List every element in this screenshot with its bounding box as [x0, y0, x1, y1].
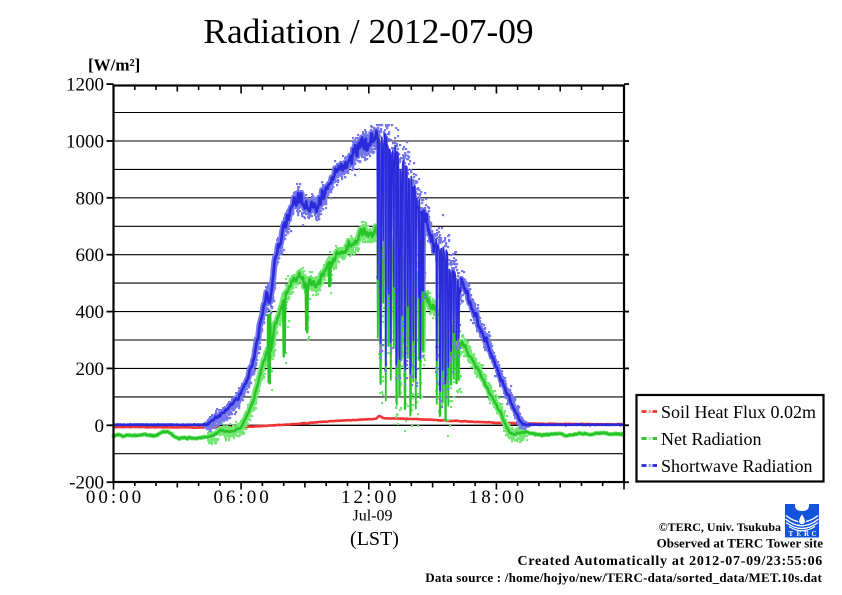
svg-text:Net Radiation: Net Radiation — [661, 429, 761, 449]
svg-text:Data source : /home/hojyo/new/: Data source : /home/hojyo/new/TERC-data/… — [425, 570, 822, 585]
svg-text:200: 200 — [76, 359, 105, 380]
svg-text:Radiation / 2012-07-09: Radiation / 2012-07-09 — [203, 11, 533, 51]
svg-text:T: T — [789, 530, 794, 538]
svg-text:1200: 1200 — [66, 75, 104, 96]
svg-text:Observed at TERC Tower site: Observed at TERC Tower site — [657, 536, 824, 551]
svg-text:06:00: 06:00 — [213, 487, 271, 508]
svg-text:R: R — [804, 530, 810, 538]
svg-text:0: 0 — [95, 416, 105, 437]
svg-text:[W/m²]: [W/m²] — [88, 56, 140, 75]
svg-text:©TERC, Univ. Tsukuba: ©TERC, Univ. Tsukuba — [659, 520, 781, 534]
svg-text:Jul-09: Jul-09 — [353, 508, 393, 525]
svg-text:Soil Heat Flux 0.02m: Soil Heat Flux 0.02m — [661, 402, 816, 422]
svg-text:1000: 1000 — [66, 132, 104, 153]
svg-text:E: E — [797, 530, 802, 538]
svg-text:Shortwave Radiation: Shortwave Radiation — [661, 456, 812, 476]
svg-text:12:00: 12:00 — [341, 487, 399, 508]
svg-text:C: C — [812, 530, 817, 538]
svg-text:00:00: 00:00 — [86, 487, 144, 508]
svg-text:400: 400 — [76, 302, 105, 323]
svg-text:-200: -200 — [69, 473, 104, 494]
svg-text:600: 600 — [76, 245, 105, 266]
svg-text:18:00: 18:00 — [469, 487, 527, 508]
svg-text:800: 800 — [76, 188, 105, 209]
svg-text:(LST): (LST) — [350, 528, 399, 550]
svg-text:Created Automatically at 2012-: Created Automatically at 2012-07-09/23:5… — [518, 554, 823, 569]
